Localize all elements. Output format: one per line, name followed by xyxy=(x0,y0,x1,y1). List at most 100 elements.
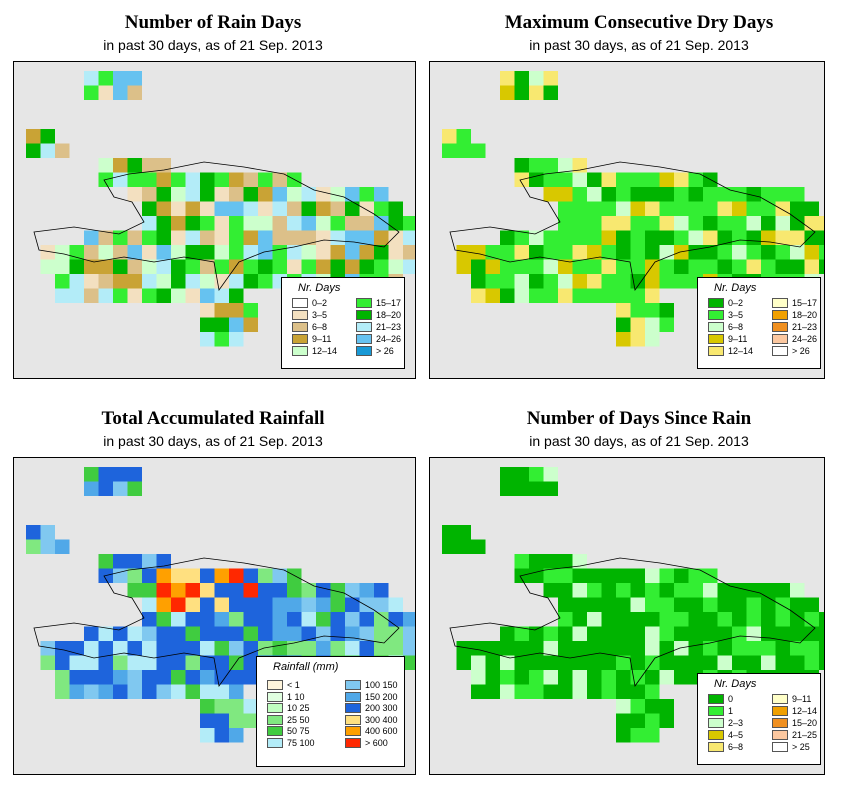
grid-cell xyxy=(543,670,558,685)
grid-cell xyxy=(171,201,186,216)
grid-cell xyxy=(558,583,573,598)
grid-cell xyxy=(746,230,761,245)
grid-cell xyxy=(688,626,703,641)
panel-subtitle: in past 30 days, as of 21 Sep. 2013 xyxy=(103,37,323,53)
grid-cell xyxy=(113,684,128,699)
grid-cell xyxy=(301,201,316,216)
grid-cell xyxy=(529,71,544,86)
grid-cell xyxy=(229,317,244,332)
legend-swatch xyxy=(345,703,361,713)
grid-cell xyxy=(558,172,573,187)
grid-cell xyxy=(98,641,113,656)
grid-cell xyxy=(84,259,99,274)
grid-cell xyxy=(717,655,732,670)
grid-cell xyxy=(645,699,660,714)
grid-cell xyxy=(442,129,457,144)
grid-cell xyxy=(156,655,171,670)
legend-label: 300 400 xyxy=(365,714,398,725)
legend-swatch xyxy=(292,322,308,332)
legend-swatch xyxy=(772,310,788,320)
grid-cell xyxy=(287,641,302,656)
grid-cell xyxy=(330,583,345,598)
grid-cell xyxy=(572,172,587,187)
grid-cell xyxy=(645,317,660,332)
grid-cell xyxy=(55,641,70,656)
grid-cell xyxy=(543,288,558,303)
grid-cell xyxy=(142,568,157,583)
grid-cell xyxy=(243,216,258,231)
grid-cell xyxy=(558,626,573,641)
grid-cell xyxy=(374,259,389,274)
grid-cell xyxy=(558,554,573,569)
grid-cell xyxy=(761,245,776,260)
grid-cell xyxy=(243,583,258,598)
grid-cell xyxy=(229,245,244,260)
grid-cell xyxy=(200,187,215,202)
grid-cell xyxy=(616,172,631,187)
grid-cell xyxy=(601,684,616,699)
grid-cell xyxy=(601,245,616,260)
grid-cell xyxy=(688,172,703,187)
grid-cell xyxy=(732,187,747,202)
grid-cell xyxy=(572,583,587,598)
grid-cell xyxy=(732,597,747,612)
grid-cell xyxy=(630,684,645,699)
grid-cell xyxy=(200,332,215,347)
grid-cell xyxy=(272,612,287,627)
grid-cell xyxy=(229,216,244,231)
grid-cell xyxy=(485,670,500,685)
grid-cell xyxy=(659,699,674,714)
grid-cell xyxy=(500,85,515,100)
grid-cell xyxy=(229,713,244,728)
grid-cell xyxy=(761,655,776,670)
grid-cell xyxy=(529,467,544,482)
grid-cell xyxy=(500,684,515,699)
grid-cell xyxy=(500,626,515,641)
grid-cell xyxy=(200,655,215,670)
grid-cell xyxy=(514,626,529,641)
grid-cell xyxy=(272,201,287,216)
grid-cell xyxy=(601,655,616,670)
legend-swatch xyxy=(772,694,788,704)
grid-cell xyxy=(330,216,345,231)
grid-cell xyxy=(214,684,229,699)
grid-cell xyxy=(645,172,660,187)
grid-cell xyxy=(374,187,389,202)
grid-cell xyxy=(345,216,360,231)
grid-cell xyxy=(316,230,331,245)
grid-cell xyxy=(645,187,660,202)
grid-cell xyxy=(630,230,645,245)
grid-cell xyxy=(258,568,273,583)
grid-cell xyxy=(717,626,732,641)
grid-cell xyxy=(688,201,703,216)
grid-cell xyxy=(543,274,558,289)
legend-swatch xyxy=(356,298,372,308)
grid-cell xyxy=(388,259,403,274)
grid-cell xyxy=(790,259,805,274)
grid-cell xyxy=(272,230,287,245)
legend-label: 15–20 xyxy=(792,718,818,728)
legend-swatch xyxy=(267,691,283,702)
grid-cell xyxy=(732,245,747,260)
grid-cell xyxy=(330,612,345,627)
grid-cell xyxy=(630,216,645,231)
grid-cell xyxy=(171,612,186,627)
grid-cell xyxy=(543,467,558,482)
grid-cell xyxy=(616,597,631,612)
grid-cell xyxy=(456,525,471,540)
grid-cell xyxy=(69,641,84,656)
grid-cell xyxy=(69,288,84,303)
grid-cell xyxy=(84,85,99,100)
grid-cell xyxy=(500,71,515,86)
grid-cell xyxy=(287,245,302,260)
grid-cell xyxy=(258,187,273,202)
grid-cell xyxy=(761,597,776,612)
grid-cell xyxy=(703,655,718,670)
legend-label: 21–25 xyxy=(792,730,818,740)
grid-cell xyxy=(388,216,403,231)
grid-cell xyxy=(674,172,689,187)
grid-cell xyxy=(442,143,457,158)
grid-cell xyxy=(185,597,200,612)
grid-cell xyxy=(359,259,374,274)
grid-cell xyxy=(214,259,229,274)
